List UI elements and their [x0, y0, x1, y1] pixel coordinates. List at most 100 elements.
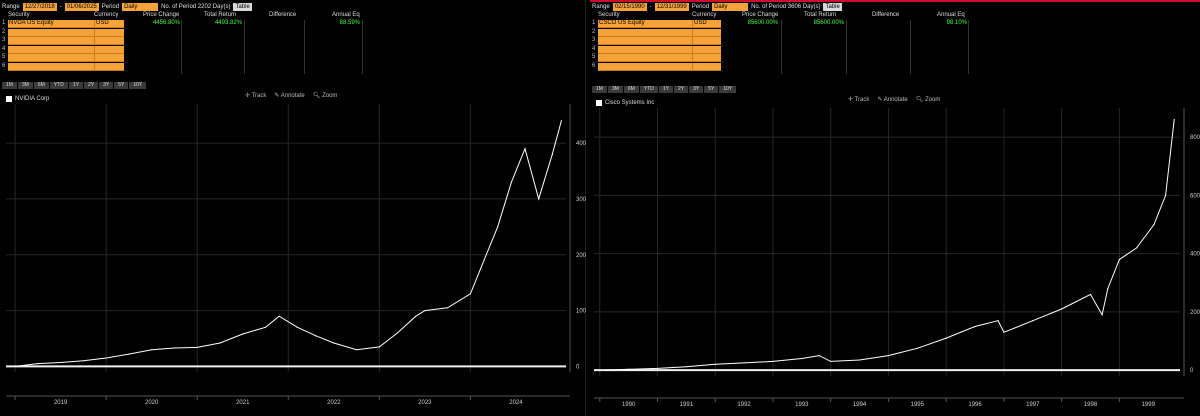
security-cell[interactable]: [8, 28, 94, 37]
table-row[interactable]: 1 NVDA US Equity USD 4456.80% 4493.82% 88.59%: [2, 20, 582, 28]
data-point: [355, 349, 358, 351]
difference-value: [857, 46, 907, 54]
tab-2y[interactable]: 2Y: [673, 86, 689, 93]
security-cell[interactable]: [8, 54, 94, 63]
end-date-field[interactable]: 12/31/1999: [654, 2, 689, 11]
security-cell[interactable]: [8, 37, 94, 46]
table-row[interactable]: 2: [2, 28, 582, 37]
annual-eq-value: 88.59%: [339, 20, 360, 26]
security-table: Security Currency Price Change Total Ret…: [592, 12, 1192, 74]
table-button[interactable]: Table: [233, 2, 252, 11]
currency-cell[interactable]: [692, 54, 721, 63]
table-row[interactable]: 4: [2, 45, 582, 54]
tab-ytd[interactable]: YTD: [639, 86, 658, 93]
data-point: [82, 360, 84, 362]
security-cell[interactable]: [598, 54, 692, 63]
data-point: [128, 353, 130, 355]
annotate-tool[interactable]: ✎ Annotate: [877, 97, 908, 103]
data-point: [1089, 293, 1092, 296]
tab-6m[interactable]: 6M: [623, 86, 639, 93]
annotate-tool[interactable]: ✎ Annotate: [274, 93, 305, 99]
security-cell[interactable]: CSCO US Equity: [598, 20, 692, 28]
tab-1y[interactable]: 1Y: [658, 86, 673, 93]
security-cell[interactable]: [8, 45, 94, 54]
tab-6m[interactable]: 6M: [33, 82, 49, 89]
currency-cell[interactable]: USD: [94, 20, 124, 28]
currency-cell[interactable]: USD: [692, 20, 721, 28]
security-cell[interactable]: [598, 28, 692, 37]
price-chart[interactable]: Cisco Systems Inc ✛ Track ✎ Annotate 🔍︎ …: [590, 94, 1200, 416]
right-chart-panel: Range 02/15/1990 - 12/31/1999 Period Dai…: [590, 0, 1200, 416]
currency-cell[interactable]: [94, 54, 124, 63]
difference-value: [252, 46, 302, 54]
tab-3y[interactable]: 3Y: [99, 82, 114, 89]
currency-cell[interactable]: [692, 45, 721, 54]
currency-cell[interactable]: [692, 63, 721, 71]
tab-ytd[interactable]: YTD: [49, 82, 68, 89]
row-number: 6: [592, 63, 596, 69]
track-tool[interactable]: ✛ Track: [848, 97, 870, 103]
data-point: [801, 357, 803, 360]
data-point: [415, 315, 417, 317]
total-return-value: [792, 54, 844, 62]
table-row[interactable]: 2: [592, 28, 1192, 37]
annual-eq-value: [917, 29, 967, 37]
end-date-field[interactable]: 01/06/2025: [64, 2, 99, 11]
y-tick-label: 20000: [1190, 310, 1200, 316]
currency-cell[interactable]: [94, 63, 124, 71]
tab-1m[interactable]: 1M: [592, 86, 607, 93]
table-row[interactable]: 4: [592, 45, 1192, 54]
difference-value: [252, 20, 302, 28]
start-date-field[interactable]: 12/27/2018: [22, 2, 57, 11]
start-date-field[interactable]: 02/15/1990: [612, 2, 647, 11]
data-point: [1173, 119, 1175, 121]
tab-5y[interactable]: 5Y: [704, 86, 719, 93]
currency-cell[interactable]: [94, 45, 124, 54]
security-cell[interactable]: [598, 45, 692, 54]
security-cell[interactable]: [598, 63, 692, 71]
currency-cell[interactable]: [692, 28, 721, 37]
tab-3y[interactable]: 3Y: [689, 86, 704, 93]
data-point: [60, 361, 62, 364]
currency-cell[interactable]: [692, 37, 721, 46]
column-divider: [244, 20, 245, 74]
currency-cell[interactable]: [94, 37, 124, 46]
table-row[interactable]: 1 CSCO US Equity USD 85600.00% 85600.00% 98.1…: [592, 20, 1192, 28]
table-row[interactable]: 3: [592, 37, 1192, 46]
tab-10y[interactable]: 10Y: [719, 86, 737, 93]
data-point: [469, 293, 471, 295]
tab-1m[interactable]: 1M: [2, 82, 17, 89]
track-tool[interactable]: ✛ Track: [245, 93, 267, 99]
tab-3m[interactable]: 3M: [607, 86, 623, 93]
tab-3m[interactable]: 3M: [17, 82, 33, 89]
currency-cell[interactable]: [94, 28, 124, 37]
table-row[interactable]: 6: [592, 63, 1192, 71]
price-change-value: [728, 37, 778, 45]
column-divider: [362, 20, 363, 74]
y-tick-label: 3000: [576, 197, 586, 203]
table-row[interactable]: 5: [2, 54, 582, 63]
data-point: [510, 181, 512, 183]
security-cell[interactable]: [8, 63, 94, 71]
total-return-value: [190, 37, 242, 45]
total-return-value: [792, 63, 844, 71]
table-button[interactable]: Table: [823, 2, 842, 11]
period-select[interactable]: Daily: [122, 2, 159, 11]
tab-5y[interactable]: 5Y: [114, 82, 129, 89]
data-point: [314, 335, 317, 337]
security-cell[interactable]: [598, 37, 692, 46]
chart-tools: ✛ Track ✎ Annotate 🔍︎ Zoom: [245, 92, 337, 99]
tab-2y[interactable]: 2Y: [83, 82, 99, 89]
date-separator: -: [649, 3, 652, 10]
tab-1y[interactable]: 1Y: [68, 82, 83, 89]
table-row[interactable]: 6: [2, 63, 582, 71]
tab-10y[interactable]: 10Y: [129, 82, 147, 89]
security-cell[interactable]: NVDA US Equity: [8, 20, 94, 28]
table-row[interactable]: 5: [592, 54, 1192, 63]
zoom-tool[interactable]: 🔍︎ Zoom: [312, 93, 338, 99]
zoom-tool[interactable]: 🔍︎ Zoom: [915, 97, 941, 103]
table-row[interactable]: 3: [2, 37, 582, 46]
price-chart[interactable]: NVIDIA Corp ✛ Track ✎ Annotate 🔍︎ Zoom 2…: [0, 90, 590, 416]
period-select[interactable]: Daily: [712, 2, 749, 11]
x-tick-label: 1998: [1084, 402, 1098, 408]
